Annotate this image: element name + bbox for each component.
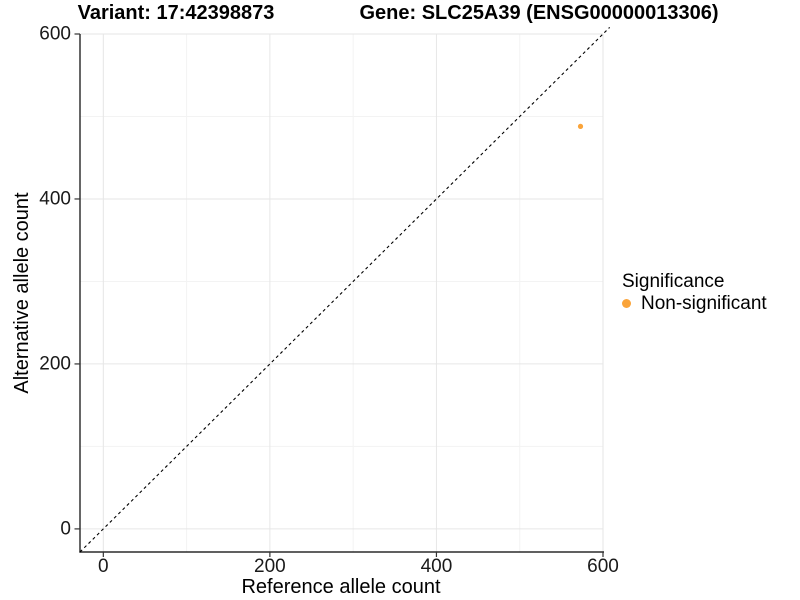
legend-item: Non-significant (622, 294, 767, 313)
data-point (577, 123, 584, 129)
y-tick-label: 200 (39, 353, 71, 375)
y-tick-label: 400 (39, 188, 71, 210)
plot-title-variant: Variant: 17:42398873 (77, 2, 275, 24)
legend-item-label: Non-significant (641, 293, 767, 314)
y-axis-title: Alternative allele count (11, 192, 33, 394)
y-tick-label: 600 (39, 23, 71, 45)
x-tick-label: 600 (587, 556, 619, 577)
y-tick-label: 0 (60, 518, 71, 540)
plot-title-gene: Gene: SLC25A39 (ENSG00000013306) (359, 2, 719, 24)
legend-point-swatch (622, 299, 631, 308)
identity-reference-line (79, 27, 611, 553)
legend: Significance Non-significant (622, 272, 767, 313)
x-tick-label: 200 (254, 556, 286, 577)
x-tick-label: 0 (98, 556, 109, 577)
legend-title: Significance (622, 271, 725, 292)
x-tick-label: 400 (420, 556, 453, 577)
x-axis-title: Reference allele count (241, 576, 441, 598)
